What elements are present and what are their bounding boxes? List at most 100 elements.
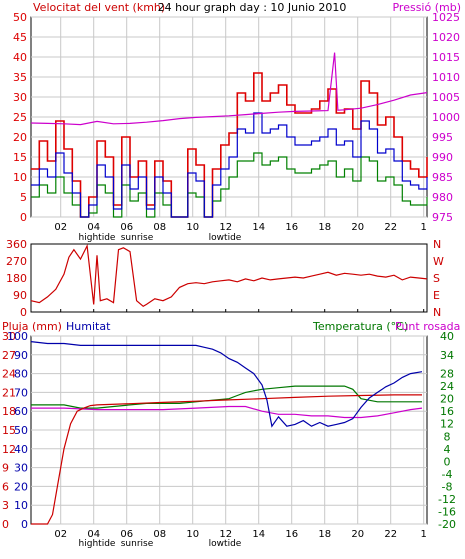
wind-axis-title: Velocitat del vent (kmh) [33,1,165,14]
climate-x-tick: 14 [252,529,265,540]
pressure-right-tick-labels: 975 980 985 990 995 1000 1005 1010 1015 1020 1025 [432,11,460,224]
climate-x-tick-labels: 02 04 06 08 10 12 14 16 18 20 22 1 [54,529,427,540]
pressure-tick-label: 1025 [432,11,460,24]
series-pressi-line [30,52,428,126]
pressure-tick-label: 1005 [432,91,460,104]
bottom-annotation-sunrise: sunrise [121,539,154,549]
temperature-tick-label: 8 [444,430,451,443]
wind-x-tick: 1 [421,222,427,233]
rain-tick-label: 21 [2,386,16,399]
humidity-tick-labels: 0 10 20 30 40 50 60 70 80 90 100 [7,330,28,531]
wind-tick-label: 45 [13,31,27,44]
wind-tick-label: 35 [13,71,27,84]
pressure-tick-label: 1020 [432,31,460,44]
direction-series [30,243,428,308]
climate-series [30,341,423,525]
temperature-tick-label: -20 [438,518,456,531]
temperature-tick-label: 0 [444,455,451,468]
climate-x-tick: 22 [384,529,397,540]
rain-tick-label: 3 [2,499,9,512]
wind-tick-label: 15 [13,151,27,164]
rain-tick-label: 30 [2,330,16,343]
compass-label-w: W [433,255,444,268]
wind-tick-label: 25 [13,111,27,124]
top-annotation-sunrise: sunrise [121,233,154,243]
humidity-tick-label: 0 [21,518,28,531]
wind-x-tick: 20 [351,222,364,233]
compass-label-e: E [433,289,440,302]
direction-line [30,243,428,308]
wind-x-tick: 18 [318,222,331,233]
wind-x-tick: 02 [54,222,67,233]
pressure-tick-label: 980 [432,191,453,204]
temperature-tick-label: -8 [442,480,453,493]
wind-tick-label: 40 [13,51,27,64]
wind-x-tick: 08 [153,222,166,233]
temperature-tick-label: 16 [440,405,454,418]
direction-degree-label: 270 [6,255,27,268]
climate-x-tick: 02 [54,529,67,540]
humidity-tick-label: 50 [14,424,28,437]
rain-axis-title: Pluja (mm) [2,320,62,333]
wind-x-tick: 12 [219,222,232,233]
wind-x-tick: 14 [252,222,265,233]
temperature-tick-label: 34 [440,349,454,362]
temperature-tick-label: -12 [438,493,456,506]
humidity-tick-label: 60 [14,405,28,418]
climate-x-tick: 20 [351,529,364,540]
series-temperatura-line [31,385,422,409]
wind-tick-label: 10 [13,171,27,184]
pressure-tick-label: 995 [432,131,453,144]
temperature-tick-label: 12 [440,418,454,431]
humidity-axis-title: Humitat [66,320,111,333]
temperature-axis-title: Temperatura (°C) [312,320,408,333]
climate-x-tick: 1 [421,529,427,540]
wind-x-tick: 22 [384,222,397,233]
top-annotation-hightide: hightide [79,233,116,243]
climate-x-tick: 06 [120,529,133,540]
rain-tick-label: 15 [2,424,16,437]
rain-tick-label: 6 [2,480,9,493]
temperature-tick-label: 20 [440,393,454,406]
series-wind-average-line [31,112,428,218]
temperature-tick-label: 40 [440,330,454,343]
bottom-annotation-hightide: hightide [79,539,116,549]
humidity-tick-label: 10 [14,499,28,512]
series-pluja-line [31,394,422,525]
rain-tick-label: 27 [2,349,16,362]
rain-tick-label: 12 [2,443,16,456]
wind-x-tick: 06 [120,222,133,233]
pressure-tick-label: 985 [432,171,453,184]
temperature-tick-label: -4 [442,468,453,481]
climate-grid [31,335,427,525]
direction-degree-labels: 0 90 180 270 360 [6,238,27,319]
series-punt-rosada-line [31,405,423,419]
top-annotation-lowtide: lowtide [209,233,242,243]
humidity-tick-label: 90 [14,349,28,362]
dewpoint-axis-title: Punt rosada [395,320,460,333]
temperature-tick-label: -16 [438,505,456,518]
bottom-annotation-lowtide: lowtide [209,539,242,549]
climate-x-tick: 16 [285,529,298,540]
rain-tick-label: 9 [2,462,9,475]
rain-tick-labels: 0 3 6 9 12 15 18 21 24 27 30 [2,330,16,531]
temperature-tick-label: 4 [444,443,451,456]
humidity-tick-label: 100 [7,330,28,343]
direction-degree-label: 0 [20,306,27,319]
wind-left-tick-labels: 0 5 10 15 20 25 30 35 40 45 50 [13,11,27,224]
humidity-tick-label: 40 [14,443,28,456]
climate-x-tick: 12 [219,529,232,540]
temperature-tick-label: 24 [440,380,454,393]
humidity-tick-label: 30 [14,462,28,475]
humidity-tick-label: 20 [14,480,28,493]
series-wind-gust-line [31,72,428,218]
compass-label-n: N [433,306,441,319]
climate-x-tick: 10 [186,529,199,540]
pressure-tick-label: 1000 [432,111,460,124]
rain-tick-label: 24 [2,368,16,381]
wind-tick-label: 0 [20,211,27,224]
